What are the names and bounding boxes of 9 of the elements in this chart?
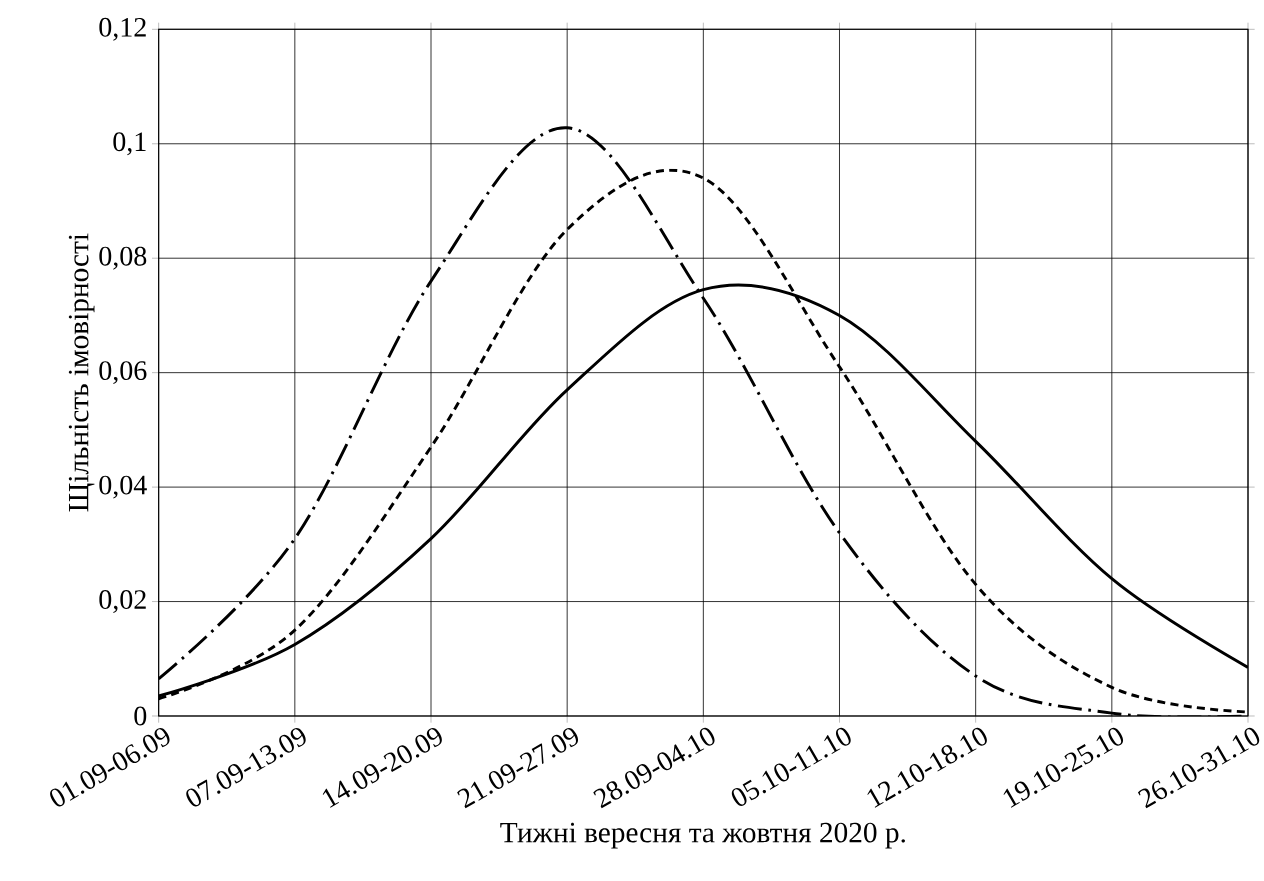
y-tick-label: 0,06 [99,361,147,384]
y-tick-label: 0,08 [99,246,147,270]
y-tick-label: 0,04 [99,475,147,499]
x-axis-title: Тижні вересня та жовтня 2020 р. [500,822,905,849]
y-tick-label: 0,02 [99,589,146,613]
y-axis-title: Щільність імовірності [68,233,95,512]
y-tick-label: 0 [134,706,147,726]
y-tick-label: 0,1 [113,132,146,156]
y-tick-label: 0,12 [99,17,146,41]
